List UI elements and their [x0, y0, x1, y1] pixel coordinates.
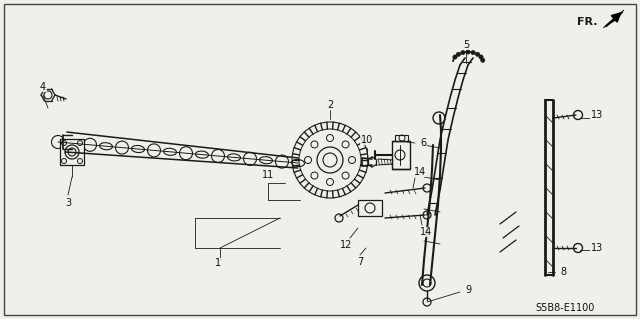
Circle shape — [453, 55, 457, 59]
Text: 12: 12 — [340, 240, 352, 250]
Text: 1: 1 — [215, 258, 221, 268]
Polygon shape — [603, 10, 624, 28]
Text: 14: 14 — [420, 227, 432, 237]
Ellipse shape — [291, 160, 305, 167]
Polygon shape — [392, 141, 410, 169]
Circle shape — [466, 50, 470, 54]
Ellipse shape — [67, 140, 81, 147]
Polygon shape — [358, 200, 382, 216]
Circle shape — [461, 50, 465, 55]
Circle shape — [476, 52, 480, 56]
Text: 10: 10 — [361, 135, 373, 145]
Text: 13: 13 — [591, 110, 603, 120]
Ellipse shape — [275, 155, 289, 168]
Ellipse shape — [147, 144, 161, 157]
Text: 3: 3 — [65, 198, 71, 208]
Polygon shape — [395, 135, 408, 141]
Text: 2: 2 — [327, 100, 333, 110]
Text: 6: 6 — [420, 138, 426, 148]
Text: 7: 7 — [357, 257, 363, 267]
Text: 9: 9 — [465, 285, 471, 295]
Ellipse shape — [195, 151, 209, 158]
Ellipse shape — [243, 152, 257, 165]
Ellipse shape — [83, 138, 97, 151]
Ellipse shape — [211, 150, 225, 162]
Text: 5: 5 — [463, 40, 469, 50]
Circle shape — [481, 58, 485, 63]
Ellipse shape — [99, 143, 113, 150]
Ellipse shape — [131, 145, 145, 152]
Ellipse shape — [163, 148, 177, 155]
Ellipse shape — [179, 147, 193, 160]
Ellipse shape — [115, 141, 129, 154]
Ellipse shape — [51, 136, 65, 149]
Circle shape — [456, 52, 461, 56]
Circle shape — [479, 55, 483, 59]
Ellipse shape — [259, 157, 273, 164]
Text: 13: 13 — [591, 243, 603, 253]
Text: 8: 8 — [560, 267, 566, 277]
Ellipse shape — [227, 154, 241, 161]
Text: 14: 14 — [414, 167, 426, 177]
Text: S5B8-E1100: S5B8-E1100 — [535, 303, 595, 313]
Polygon shape — [60, 139, 84, 165]
Text: 11: 11 — [262, 170, 274, 180]
Text: FR.: FR. — [577, 17, 597, 27]
Text: 4: 4 — [40, 82, 46, 92]
Circle shape — [471, 50, 476, 55]
